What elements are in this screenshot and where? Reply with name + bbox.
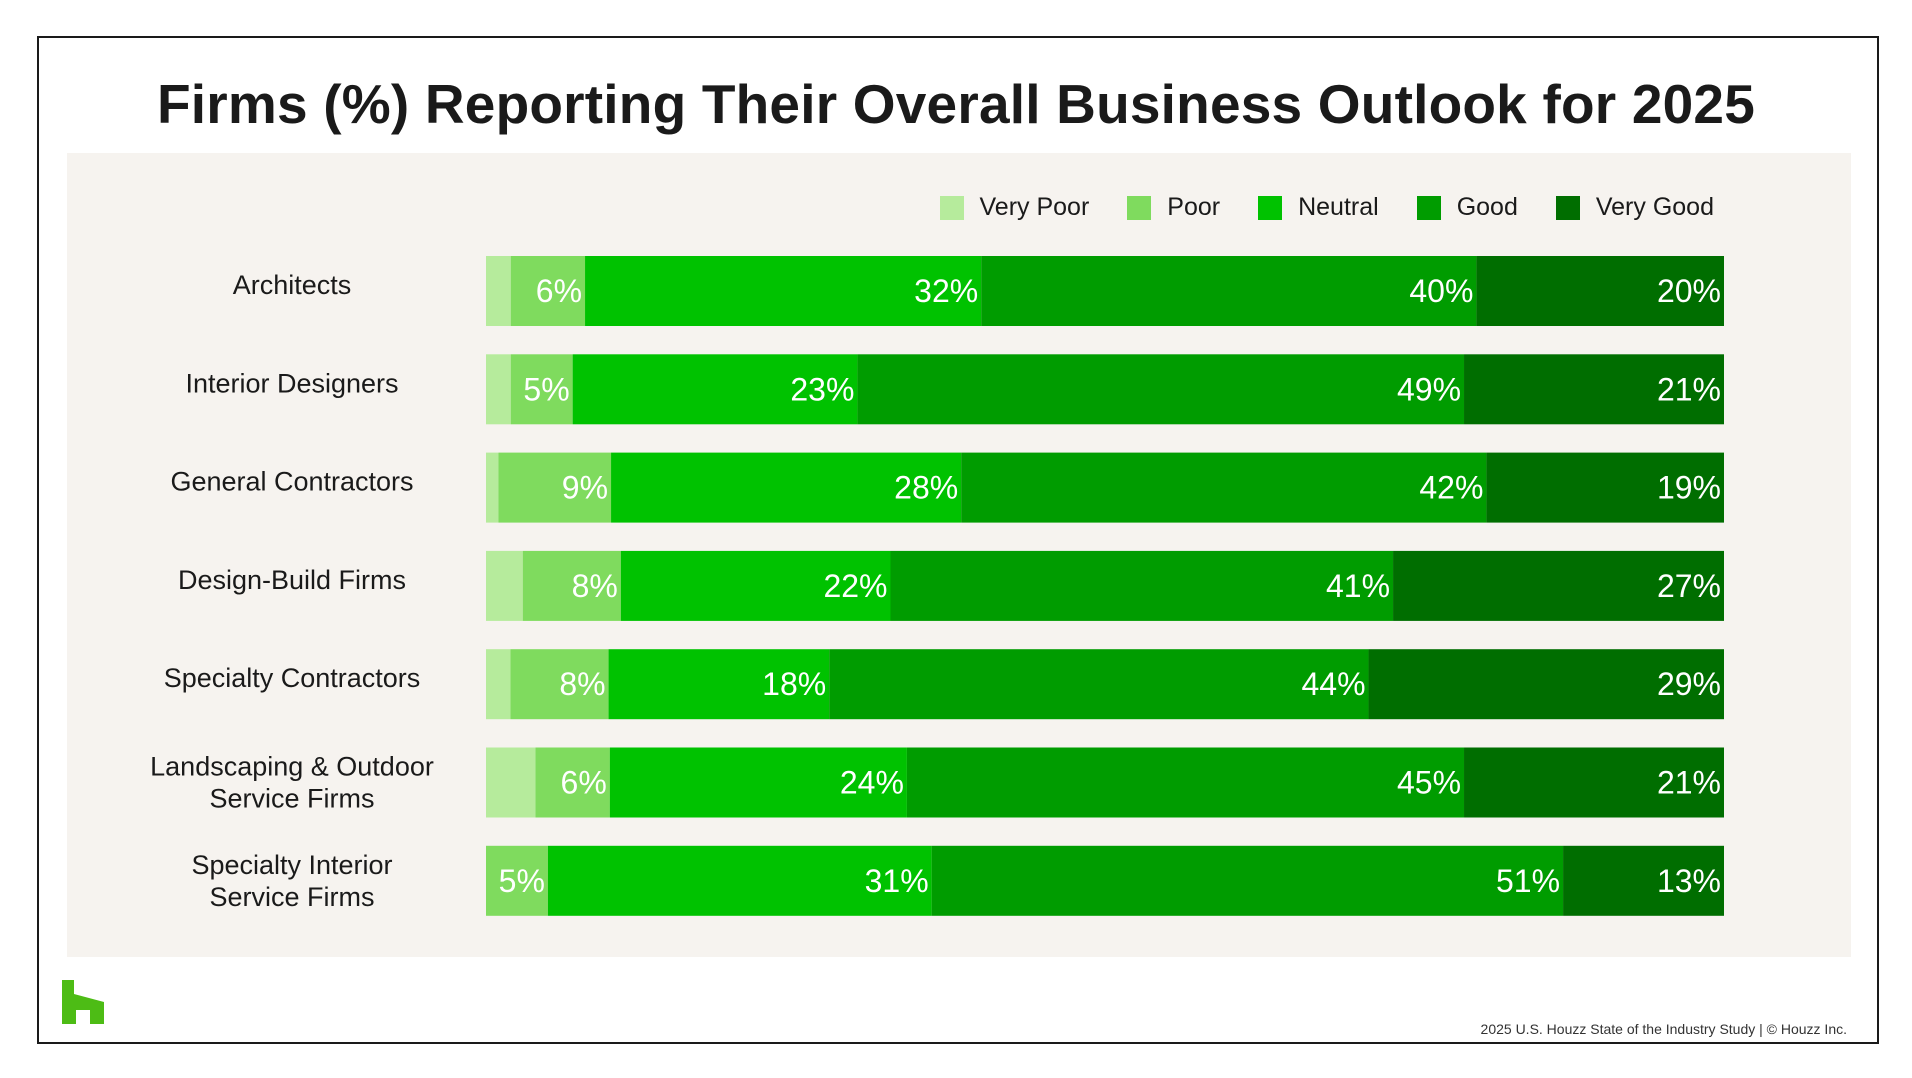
data-label: 44%: [1301, 666, 1365, 702]
legend-label-neutral: Neutral: [1298, 193, 1379, 221]
bar-segment-good: [961, 452, 1487, 523]
category-label: Interior Designers: [185, 368, 398, 398]
bar-segment-very-poor: [486, 649, 511, 720]
data-label: 45%: [1397, 765, 1461, 801]
bar-segment-neutral: [608, 649, 830, 720]
bar-segment-neutral: [620, 550, 891, 621]
legend-item-neutral: Neutral: [1258, 193, 1379, 222]
data-label: 6%: [536, 273, 582, 309]
data-label: 42%: [1419, 470, 1483, 506]
legend-item-very-good: Very Good: [1555, 193, 1714, 222]
data-label: 8%: [559, 666, 605, 702]
data-label: 27%: [1657, 568, 1721, 604]
data-label: 5%: [523, 371, 569, 407]
bar-segment-poor: [535, 747, 610, 818]
bar-segment-good: [981, 256, 1477, 326]
data-label: 40%: [1409, 273, 1473, 309]
bar-segment-good: [857, 354, 1465, 425]
bar-segment-poor: [510, 256, 586, 326]
bar-segment-good: [890, 550, 1394, 621]
data-label: 22%: [823, 568, 887, 604]
data-label: 20%: [1657, 273, 1721, 309]
legend-swatch-very-good: [1555, 195, 1580, 220]
legend: Very Poor Poor Neutral Good Very Good: [902, 193, 1714, 222]
bar-segment-neutral: [585, 256, 982, 326]
legend-label-poor: Poor: [1167, 193, 1221, 221]
bar-segment-good: [906, 747, 1465, 818]
data-label: 24%: [840, 765, 904, 801]
data-label: 21%: [1657, 765, 1721, 801]
bar-segment-very-good: [1563, 845, 1724, 916]
data-label: 9%: [562, 470, 608, 506]
bar-segment-very-poor: [486, 550, 523, 621]
bar-segment-very-good: [1368, 649, 1724, 720]
bar-segment-poor: [486, 845, 548, 916]
bar-segment-good: [931, 845, 1564, 916]
category-label: Landscaping & Outdoor: [150, 752, 434, 782]
data-label: 49%: [1397, 371, 1461, 407]
data-label: 31%: [865, 863, 929, 899]
data-label: 28%: [894, 470, 958, 506]
footer-source: 2025 U.S. Houzz State of the Industry St…: [1480, 1021, 1847, 1037]
legend-item-good: Good: [1416, 193, 1518, 222]
bar-segment-very-good: [1464, 354, 1724, 425]
category-label: Specialty Contractors: [164, 663, 421, 693]
category-label: Specialty Interior: [191, 850, 392, 880]
bar-segment-poor: [522, 550, 621, 621]
bar-segment-very-poor: [486, 256, 511, 326]
data-label: 8%: [572, 568, 618, 604]
chart-title: Firms (%) Reporting Their Overall Busine…: [157, 73, 1755, 135]
bar-segment-neutral: [609, 747, 907, 818]
legend-item-very-poor: Very Poor: [939, 193, 1090, 222]
legend-label-good: Good: [1456, 193, 1518, 221]
data-label: 32%: [914, 273, 978, 309]
houzz-logo-icon: [62, 980, 104, 1024]
data-label: 19%: [1657, 470, 1721, 506]
category-label: Service Firms: [209, 882, 374, 912]
data-label: 5%: [499, 863, 545, 899]
bar-segment-very-good: [1393, 550, 1724, 621]
data-label: 23%: [790, 371, 854, 407]
legend-swatch-neutral: [1258, 195, 1283, 220]
bar-segment-very-good: [1486, 452, 1724, 523]
bar-segment-neutral: [572, 354, 858, 425]
bar-segment-very-good: [1464, 747, 1724, 818]
legend-label-very-poor: Very Poor: [979, 193, 1090, 221]
data-label: 6%: [561, 765, 607, 801]
data-label: 21%: [1657, 371, 1721, 407]
category-label: Service Firms: [209, 784, 374, 814]
bar-segment-very-poor: [486, 452, 499, 523]
bar-segment-neutral: [611, 452, 962, 523]
legend-label-very-good: Very Good: [1595, 193, 1714, 221]
category-label: Design-Build Firms: [178, 565, 406, 595]
data-label: 18%: [762, 666, 826, 702]
bar-segment-very-poor: [486, 747, 536, 818]
legend-swatch-very-poor: [939, 195, 964, 220]
bar-segment-poor: [498, 452, 612, 523]
bar-segment-very-good: [1476, 256, 1724, 326]
legend-swatch-good: [1416, 195, 1441, 220]
legend-item-poor: Poor: [1127, 193, 1220, 222]
bar-segment-poor: [510, 649, 609, 720]
bar-segment-good: [829, 649, 1369, 720]
data-label: 41%: [1326, 568, 1390, 604]
data-label: 29%: [1657, 666, 1721, 702]
bar-segment-very-poor: [486, 354, 511, 425]
data-label: 13%: [1657, 863, 1721, 899]
bar-segment-neutral: [547, 845, 932, 916]
legend-swatch-poor: [1127, 195, 1152, 220]
category-label: General Contractors: [170, 467, 413, 497]
category-label: Architects: [233, 270, 352, 300]
bar-segment-poor: [510, 354, 573, 425]
data-label: 51%: [1496, 863, 1560, 899]
